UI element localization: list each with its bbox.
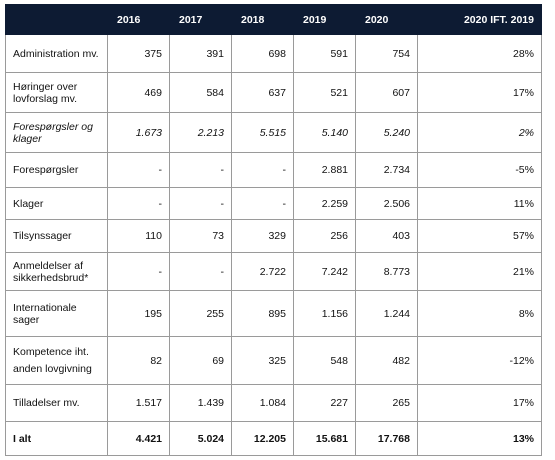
cell-value: 21%	[417, 252, 542, 291]
cell-value: 17.768	[355, 421, 418, 456]
cell-value: 754	[355, 34, 418, 73]
cell-value: -12%	[417, 336, 542, 385]
cell-value: 28%	[417, 34, 542, 73]
row-label: I alt	[5, 421, 108, 456]
cell-value: 265	[355, 384, 418, 422]
cell-value: 8%	[417, 290, 542, 337]
case-statistics-table: 2016 2017 2018 2019 2020 2020 IFT. 2019 …	[5, 4, 542, 456]
cell-value: 1.673	[107, 112, 170, 153]
table-row: Høringer over lovforslag mv. 469 584 637…	[5, 72, 542, 113]
cell-value: 329	[231, 219, 294, 253]
cell-value: 8.773	[355, 252, 418, 291]
cell-value: 1.244	[355, 290, 418, 337]
cell-value: 255	[169, 290, 232, 337]
row-label: Forespørgsler	[5, 152, 108, 188]
statistics-table-container: 2016 2017 2018 2019 2020 2020 IFT. 2019 …	[5, 4, 550, 456]
header-cell-2016: 2016	[107, 4, 170, 35]
row-label: Kompetence iht. anden lovgivning	[5, 336, 108, 385]
cell-value: 584	[169, 72, 232, 113]
cell-value: 17%	[417, 384, 542, 422]
cell-value: 375	[107, 34, 170, 73]
cell-value: -	[231, 152, 294, 188]
table-row-total: I alt 4.421 5.024 12.205 15.681 17.768 1…	[5, 421, 542, 456]
row-label: Internationale sager	[5, 290, 108, 337]
cell-value: -	[107, 187, 170, 220]
cell-value: 2.734	[355, 152, 418, 188]
row-label: Tilladelser mv.	[5, 384, 108, 422]
cell-value: 607	[355, 72, 418, 113]
row-label: Klager	[5, 187, 108, 220]
table-row: Administration mv. 375 391 698 591 754 2…	[5, 34, 542, 73]
cell-value: 403	[355, 219, 418, 253]
cell-value: 82	[107, 336, 170, 385]
cell-value: 2.722	[231, 252, 294, 291]
cell-value: 5.240	[355, 112, 418, 153]
cell-value: 15.681	[293, 421, 356, 456]
cell-value: 1.156	[293, 290, 356, 337]
cell-value: 13%	[417, 421, 542, 456]
cell-value: 195	[107, 290, 170, 337]
cell-value: -	[169, 152, 232, 188]
header-cell-2018: 2018	[231, 4, 294, 35]
cell-value: -5%	[417, 152, 542, 188]
table-row: Forespørgsler og klager 1.673 2.213 5.51…	[5, 112, 542, 153]
cell-value: 637	[231, 72, 294, 113]
cell-value: 12.205	[231, 421, 294, 456]
table-row: Klager - - - 2.259 2.506 11%	[5, 187, 542, 220]
table-row: Forespørgsler - - - 2.881 2.734 -5%	[5, 152, 542, 188]
row-label: Forespørgsler og klager	[5, 112, 108, 153]
table-row: Anmeldelser af sikkerhedsbrud* - - 2.722…	[5, 252, 542, 291]
cell-value: 4.421	[107, 421, 170, 456]
cell-value: 69	[169, 336, 232, 385]
cell-value: 325	[231, 336, 294, 385]
table-row: Tilsynssager 110 73 329 256 403 57%	[5, 219, 542, 253]
row-label: Tilsynssager	[5, 219, 108, 253]
cell-value: 482	[355, 336, 418, 385]
cell-value: 1.439	[169, 384, 232, 422]
cell-value: -	[107, 152, 170, 188]
cell-value: 469	[107, 72, 170, 113]
table-header-row: 2016 2017 2018 2019 2020 2020 IFT. 2019	[5, 4, 542, 35]
header-cell-2019: 2019	[293, 4, 356, 35]
table-row: Internationale sager 195 255 895 1.156 1…	[5, 290, 542, 337]
table-row: Tilladelser mv. 1.517 1.439 1.084 227 26…	[5, 384, 542, 422]
cell-value: 5.515	[231, 112, 294, 153]
cell-value: 7.242	[293, 252, 356, 291]
cell-value: 227	[293, 384, 356, 422]
cell-value: -	[231, 187, 294, 220]
cell-value: 5.140	[293, 112, 356, 153]
table-row: Kompetence iht. anden lovgivning 82 69 3…	[5, 336, 542, 385]
cell-value: 256	[293, 219, 356, 253]
cell-value: 2.506	[355, 187, 418, 220]
header-cell-2020: 2020	[355, 4, 418, 35]
cell-value: 110	[107, 219, 170, 253]
cell-value: 2.213	[169, 112, 232, 153]
cell-value: 895	[231, 290, 294, 337]
cell-value: 2%	[417, 112, 542, 153]
cell-value: 1.517	[107, 384, 170, 422]
header-cell-2017: 2017	[169, 4, 232, 35]
cell-value: 1.084	[231, 384, 294, 422]
cell-value: 2.881	[293, 152, 356, 188]
cell-value: -	[169, 187, 232, 220]
cell-value: 521	[293, 72, 356, 113]
header-cell-label	[5, 4, 108, 35]
cell-value: 698	[231, 34, 294, 73]
cell-value: 11%	[417, 187, 542, 220]
cell-value: 17%	[417, 72, 542, 113]
header-cell-change: 2020 IFT. 2019	[417, 4, 542, 35]
row-label: Høringer over lovforslag mv.	[5, 72, 108, 113]
cell-value: -	[169, 252, 232, 291]
cell-value: 391	[169, 34, 232, 73]
cell-value: 57%	[417, 219, 542, 253]
cell-value: 5.024	[169, 421, 232, 456]
cell-value: 548	[293, 336, 356, 385]
row-label: Administration mv.	[5, 34, 108, 73]
cell-value: 2.259	[293, 187, 356, 220]
row-label: Anmeldelser af sikkerhedsbrud*	[5, 252, 108, 291]
cell-value: 73	[169, 219, 232, 253]
cell-value: 591	[293, 34, 356, 73]
cell-value: -	[107, 252, 170, 291]
